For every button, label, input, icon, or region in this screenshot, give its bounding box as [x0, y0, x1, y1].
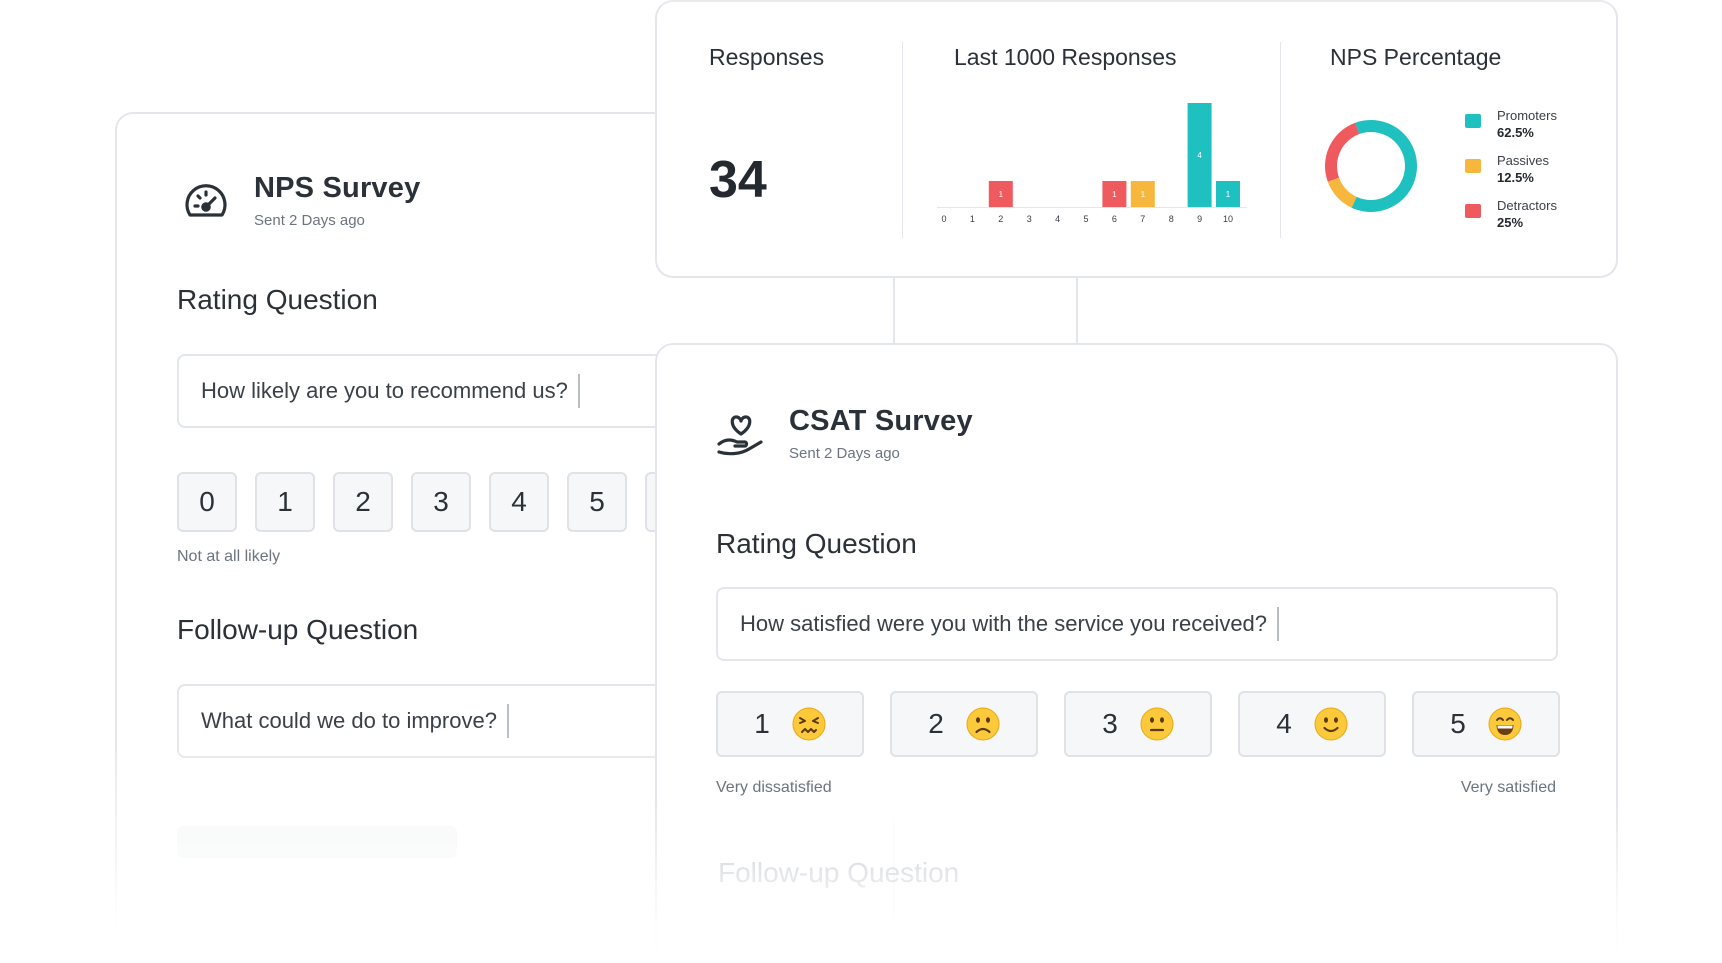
- neutral-face-icon: [1140, 707, 1174, 741]
- csat-rating-title: Rating Question: [716, 528, 917, 559]
- histogram-bar-label-9: 4: [1197, 151, 1202, 160]
- legend-name: Passives: [1497, 153, 1550, 168]
- csat-sent-time: Sent 2 Days ago: [789, 445, 900, 462]
- slightly-frowning-face-icon: [966, 707, 1000, 741]
- histogram-bar-label-10: 1: [1226, 190, 1231, 199]
- rating-number: 2: [928, 708, 944, 739]
- nps-score-2-button[interactable]: 2: [333, 472, 393, 532]
- promoters-swatch: [1465, 114, 1481, 128]
- text-cursor: [1277, 607, 1280, 641]
- nps-survey-title: NPS Survey: [254, 172, 421, 204]
- nps-rating-question-text: How likely are you to recommend us?: [201, 378, 568, 403]
- histogram-title: Last 1000 Responses: [954, 44, 1177, 70]
- text-cursor: [577, 374, 580, 408]
- histogram-tick-6: 6: [1112, 214, 1117, 224]
- nps-low-label: Not at all likely: [177, 548, 281, 565]
- persevering-face-icon: [792, 707, 826, 741]
- histogram-bar-label-7: 1: [1141, 190, 1146, 199]
- histogram-tick-2: 2: [998, 214, 1003, 224]
- histogram-bar-2: [988, 181, 1013, 207]
- rating-number: 5: [1450, 708, 1466, 739]
- csat-followup-title: Follow-up Question: [718, 857, 960, 888]
- histogram-tick-7: 7: [1140, 214, 1145, 224]
- nps-rating-title: Rating Question: [177, 284, 378, 315]
- grinning-face-icon: [1488, 707, 1522, 741]
- histogram-bar-6: [1102, 181, 1127, 207]
- csat-rating-2-button[interactable]: 2: [890, 691, 1038, 757]
- nps-score-5-button[interactable]: 5: [567, 472, 627, 532]
- csat-survey-card: CSAT Survey Sent 2 Days ago Rating Quest…: [655, 343, 1618, 963]
- histogram-bar-label-2: 1: [999, 190, 1004, 199]
- donut-slice-detractors: [1325, 122, 1360, 182]
- nps-score-0-button[interactable]: 0: [177, 472, 237, 532]
- donut-slice-passives: [1327, 177, 1357, 208]
- detractors-swatch: [1465, 204, 1481, 218]
- nps-rating-question-input[interactable]: How likely are you to recommend us?: [177, 354, 817, 428]
- nps-score-3-button[interactable]: 3: [411, 472, 471, 532]
- histogram-bar-7: [1130, 181, 1155, 207]
- nps-percentage-title: NPS Percentage: [1330, 44, 1502, 70]
- legend-passives: Passives 12.5%: [1465, 153, 1549, 185]
- histogram-bar-label-6: 1: [1112, 190, 1117, 199]
- card-connector: [1076, 278, 1078, 344]
- histogram-tick-5: 5: [1083, 214, 1088, 224]
- rating-number: 3: [1102, 708, 1118, 739]
- nps-donut-chart: [1325, 120, 1417, 212]
- histogram-tick-8: 8: [1169, 214, 1174, 224]
- csat-low-label: Very dissatisfied: [716, 779, 832, 796]
- csat-survey-header: CSAT Survey Sent 2 Days ago: [715, 405, 973, 462]
- nps-survey-header: NPS Survey Sent 2 Days ago: [180, 172, 420, 229]
- nps-followup-text: What could we do to improve?: [201, 708, 497, 733]
- csat-rating-5-button[interactable]: 5: [1412, 691, 1560, 757]
- csat-high-label: Very satisfied: [1460, 779, 1556, 796]
- responses-title: Responses: [709, 44, 825, 70]
- histogram-bar-10: [1216, 181, 1240, 207]
- placeholder-bar: [177, 826, 457, 858]
- csat-survey-title: CSAT Survey: [789, 405, 973, 437]
- legend-name: Detractors: [1497, 198, 1557, 213]
- speedometer-icon: [180, 175, 232, 227]
- rating-number: 1: [754, 708, 770, 739]
- csat-rating-4-button[interactable]: 4: [1238, 691, 1386, 757]
- nps-score-1-button[interactable]: 1: [255, 472, 315, 532]
- histogram-tick-3: 3: [1027, 214, 1032, 224]
- histogram-tick-9: 9: [1197, 214, 1202, 224]
- legend-value: 12.5%: [1497, 170, 1534, 185]
- text-cursor: [506, 704, 509, 738]
- rating-number: 4: [1276, 708, 1292, 739]
- nps-score-4-button[interactable]: 4: [489, 472, 549, 532]
- nps-sent-time: Sent 2 Days ago: [254, 212, 365, 229]
- legend-promoters: Promoters 62.5%: [1465, 108, 1557, 140]
- heart-in-hand-icon: [715, 408, 767, 460]
- histogram-tick-4: 4: [1055, 214, 1060, 224]
- stats-divider: [1280, 42, 1281, 238]
- csat-rating-question-text: How satisfied were you with the service …: [740, 611, 1268, 636]
- donut-slice-promoters: [1351, 120, 1417, 212]
- stats-divider: [902, 42, 903, 238]
- histogram-tick-1: 1: [970, 214, 975, 224]
- legend-detractors: Detractors 25%: [1465, 198, 1557, 230]
- csat-rating-question-input[interactable]: How satisfied were you with the service …: [716, 587, 1558, 661]
- histogram-chart: 0 1 1 2 3 4 5 1 6 1 7 8 4 9 1 10: [937, 103, 1247, 224]
- legend-value: 25%: [1497, 215, 1524, 230]
- nps-followup-title: Follow-up Question: [177, 614, 419, 645]
- histogram-tick-0: 0: [941, 214, 946, 224]
- histogram-tick-10: 10: [1223, 214, 1233, 224]
- responses-count: 34: [709, 151, 767, 209]
- csat-rating-1-button[interactable]: 1: [716, 691, 864, 757]
- passives-swatch: [1465, 159, 1481, 173]
- legend-name: Promoters: [1497, 108, 1557, 123]
- csat-rating-3-button[interactable]: 3: [1064, 691, 1212, 757]
- histogram-bar-9: [1187, 103, 1212, 207]
- legend-value: 62.5%: [1497, 125, 1534, 140]
- slightly-smiling-face-icon: [1314, 707, 1348, 741]
